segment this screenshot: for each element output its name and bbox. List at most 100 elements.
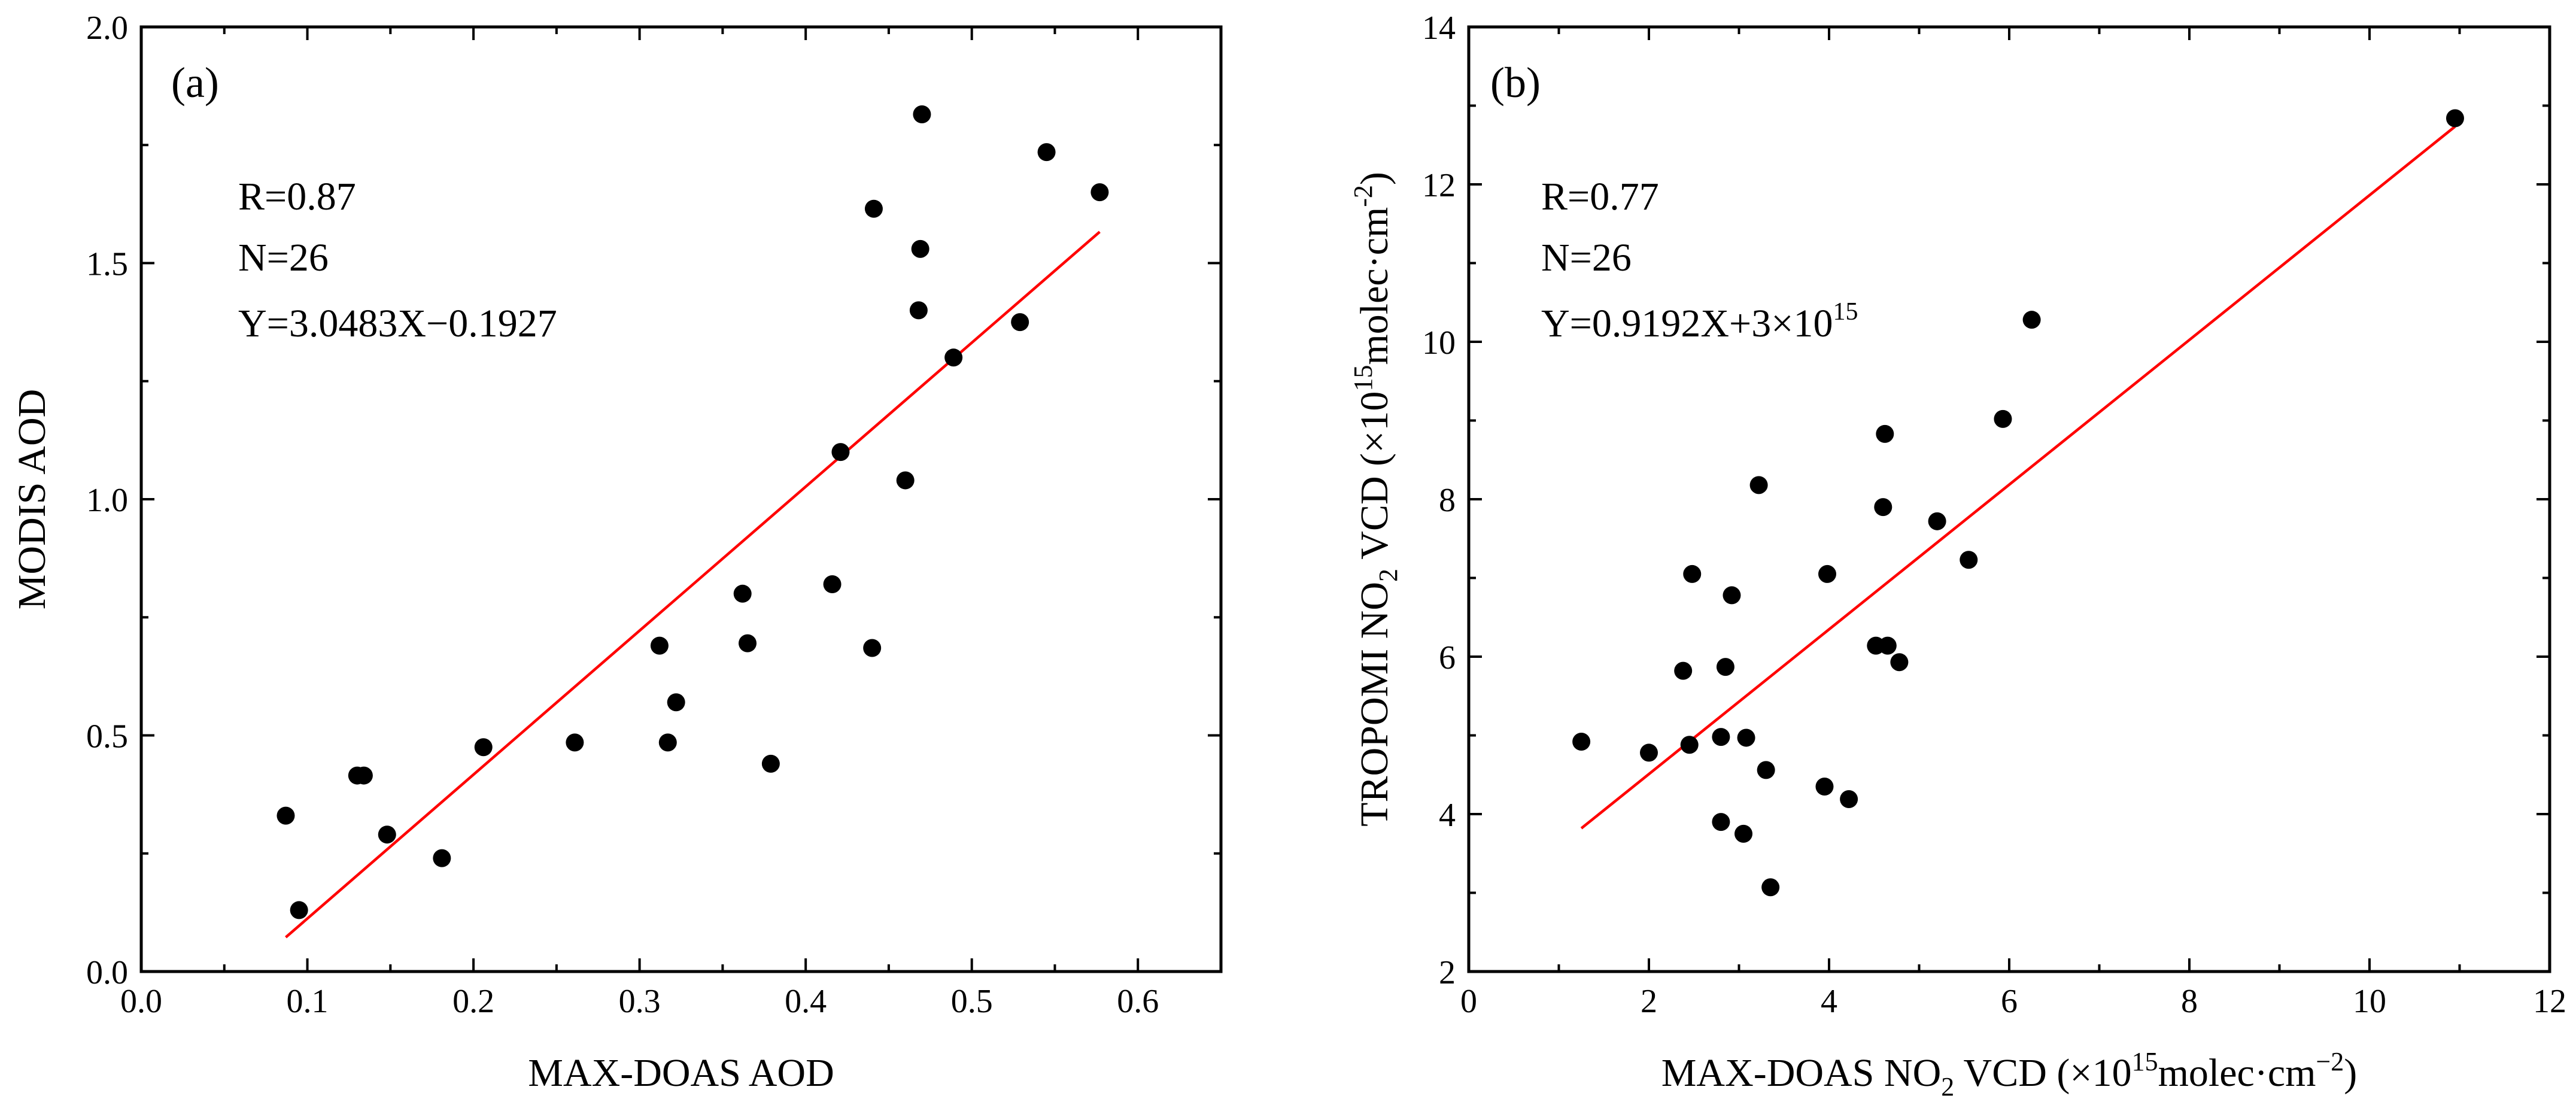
- data-point: [863, 639, 882, 657]
- data-point: [1712, 728, 1730, 746]
- panel-b-plot-frame: [1467, 25, 2551, 973]
- panel-b-xlabel-sub: 2: [1941, 1072, 1954, 1101]
- x-tick-label: 0.6: [1117, 983, 1159, 1020]
- data-point: [1815, 777, 1834, 796]
- data-point: [1818, 564, 1836, 583]
- data-point: [1734, 824, 1753, 843]
- panel-b-r-value: R=0.77: [1541, 175, 1659, 218]
- panel-a-plot-frame: [139, 25, 1223, 973]
- data-point: [650, 636, 669, 655]
- x-tick-label: 4: [1821, 983, 1837, 1020]
- data-point: [1011, 313, 1029, 332]
- data-point: [911, 239, 929, 258]
- panel-b-fit-line-group: [1580, 125, 2456, 830]
- panel-b-ylabel-sup2: -2: [1348, 185, 1378, 207]
- data-point: [2446, 109, 2464, 128]
- y-tick-label: 8: [1439, 482, 1456, 519]
- panel-b-ylabel-part-d: ): [1353, 172, 1396, 185]
- panel-b-x-tick-labels: 0 2 4 6 8 10 12: [1460, 983, 2566, 1020]
- data-point: [667, 693, 685, 712]
- panel-a-scatter: 0.0 0.1 0.2 0.3 0.4 0.5 0.6 0.0 0.5 1.0 1.5 2.0 (a…: [10, 10, 1223, 1095]
- y-tick-label: 1.5: [86, 246, 128, 283]
- x-tick-label: 2: [1641, 983, 1657, 1020]
- data-point: [864, 199, 883, 218]
- data-point: [1890, 653, 1909, 672]
- panel-b-points: [1572, 109, 2464, 897]
- regression-line: [284, 230, 1101, 939]
- panel-a-x-axis-title: MAX-DOAS AOD: [528, 1051, 834, 1095]
- data-point: [1749, 476, 1768, 494]
- y-tick-label: 4: [1439, 797, 1456, 834]
- panel-a-y-axis-title: MODIS AOD: [10, 389, 54, 610]
- data-point: [658, 733, 677, 752]
- panel-b-xlabel-part-c: molec·cm: [2158, 1051, 2316, 1095]
- data-point: [896, 471, 915, 490]
- panel-a-regression-equation: Y=3.0483X−0.1927: [238, 302, 557, 345]
- data-point: [1683, 564, 1702, 583]
- data-point: [1712, 813, 1730, 831]
- data-point: [474, 738, 493, 757]
- panel-b-xlabel-part-a: MAX-DOAS NO: [1661, 1051, 1942, 1095]
- data-point: [1761, 878, 1780, 897]
- data-point: [1928, 512, 1946, 530]
- data-point: [1737, 728, 1755, 747]
- panel-b-label: (b): [1490, 59, 1541, 107]
- panel-b-xlabel-part-d: ): [2344, 1051, 2357, 1095]
- data-point: [433, 849, 451, 867]
- data-point: [823, 575, 842, 594]
- x-tick-label: 0.3: [619, 983, 661, 1020]
- data-point: [378, 825, 396, 844]
- data-point: [2022, 311, 2041, 329]
- data-point: [1960, 551, 1978, 569]
- y-tick-label: 0.0: [86, 954, 128, 991]
- x-tick-label: 0: [1460, 983, 1477, 1020]
- panel-b-regression-equation: Y=0.9192X+3×1015: [1541, 298, 1858, 345]
- panel-b-y-tick-labels: 2 4 6 8 10 12 14: [1422, 10, 1456, 991]
- panel-a-ticks: [140, 26, 1221, 973]
- data-point: [1840, 790, 1858, 809]
- data-point: [1716, 658, 1734, 676]
- panel-b-eq-main: Y=0.9192X+3×10: [1541, 302, 1833, 345]
- y-tick-label: 2: [1439, 954, 1456, 991]
- panel-b-ylabel-part-a: TROPOMI NO: [1353, 582, 1396, 827]
- x-tick-label: 0.4: [785, 983, 827, 1020]
- data-point: [944, 348, 963, 367]
- panel-a-label: (a): [171, 59, 219, 107]
- x-tick-label: 0.2: [452, 983, 494, 1020]
- data-point: [1640, 743, 1658, 762]
- data-point: [1674, 661, 1693, 680]
- panel-a-n-value: N=26: [238, 236, 329, 280]
- panel-b-xlabel-sup: 15: [2132, 1047, 2158, 1076]
- data-point: [1723, 586, 1741, 605]
- panel-b-xlabel-sup2: −2: [2316, 1047, 2344, 1076]
- panel-b-ylabel-sup: 15: [1348, 365, 1378, 391]
- data-point: [290, 901, 308, 919]
- data-point: [913, 105, 931, 123]
- panel-a-y-tick-labels: 0.0 0.5 1.0 1.5 2.0: [86, 10, 128, 991]
- y-tick-label: 2.0: [86, 10, 128, 47]
- data-point: [1994, 409, 2012, 428]
- panel-b-ylabel-sub: 2: [1374, 569, 1403, 582]
- y-tick-label: 6: [1439, 639, 1456, 676]
- data-point: [566, 733, 584, 752]
- x-tick-label: 0.5: [951, 983, 993, 1020]
- data-point: [733, 584, 752, 603]
- x-tick-label: 10: [2353, 983, 2386, 1020]
- data-point: [1037, 143, 1056, 162]
- data-point: [1876, 424, 1894, 443]
- panel-b-xlabel-part-b: VCD (×10: [1954, 1051, 2131, 1095]
- panel-b-ylabel-part-b: VCD (×10: [1353, 391, 1396, 569]
- y-tick-label: 14: [1422, 10, 1456, 47]
- data-point: [277, 806, 295, 825]
- data-point: [1572, 733, 1591, 751]
- x-tick-label: 8: [2181, 983, 2198, 1020]
- panel-a-x-tick-labels: 0.0 0.1 0.2 0.3 0.4 0.5 0.6: [120, 983, 1159, 1020]
- data-point: [1680, 736, 1699, 754]
- y-tick-label: 12: [1422, 167, 1456, 204]
- data-point: [1878, 636, 1897, 655]
- x-tick-label: 0.0: [120, 983, 162, 1020]
- panel-a-fit-line-group: [284, 230, 1101, 939]
- data-point: [739, 634, 757, 652]
